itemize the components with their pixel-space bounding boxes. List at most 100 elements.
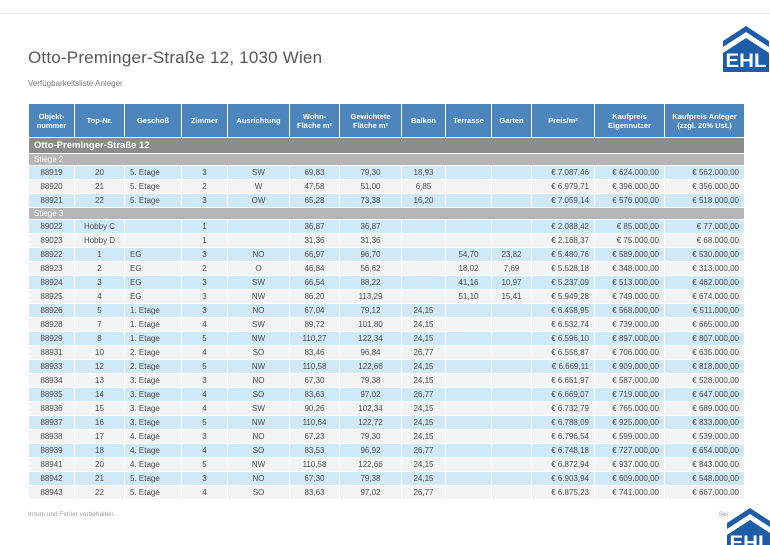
cell-kaufpreis-eigennutzer: € 937.000,00 bbox=[595, 458, 665, 472]
cell-gewichtete-flaeche: 96,70 bbox=[340, 248, 402, 262]
cell-wohnflaeche: 67,23 bbox=[290, 430, 340, 444]
cell-geschoss: 5. Etage bbox=[125, 166, 182, 180]
cell-kaufpreis-anleger: € 68.000,00 bbox=[665, 234, 745, 248]
cell-top-nr: 22 bbox=[75, 194, 125, 208]
cell-gewichtete-flaeche: 113,29 bbox=[340, 290, 402, 304]
table-row: 8892871. Etage4SW89,72101,8024,15€ 6.532… bbox=[29, 318, 745, 332]
column-header-garten: Garten bbox=[492, 104, 532, 138]
cell-ausrichtung: SW bbox=[228, 402, 290, 416]
cell-balkon bbox=[402, 220, 446, 234]
table-row: 889232EG2O46,8456,6218,027,69€ 5.528,18€… bbox=[29, 262, 745, 276]
cell-geschoss: 1. Etage bbox=[125, 332, 182, 346]
cell-kaufpreis-eigennutzer: € 909.000,00 bbox=[595, 360, 665, 374]
column-header-objektnummer: Objekt- nummer bbox=[29, 104, 75, 138]
cell-terrasse bbox=[446, 304, 492, 318]
cell-preis-m2: € 6.748,18 bbox=[532, 444, 595, 458]
cell-kaufpreis-anleger: € 77.000,00 bbox=[665, 220, 745, 234]
cell-garten bbox=[492, 234, 532, 248]
cell-objektnummer: 88920 bbox=[29, 180, 75, 194]
section-header: Stiege 2 bbox=[29, 154, 745, 166]
cell-kaufpreis-anleger: € 654.000,00 bbox=[665, 444, 745, 458]
column-header-geschoss: Geschoß bbox=[125, 104, 182, 138]
cell-zimmer: 3 bbox=[182, 194, 228, 208]
cell-kaufpreis-anleger: € 530.000,00 bbox=[665, 248, 745, 262]
cell-zimmer: 3 bbox=[182, 166, 228, 180]
table-row: 8892981. Etage5NW110,27122,3424,15€ 6.59… bbox=[29, 332, 745, 346]
cell-gewichtete-flaeche: 97,02 bbox=[340, 388, 402, 402]
cell-garten bbox=[492, 388, 532, 402]
cell-ausrichtung: NW bbox=[228, 290, 290, 304]
cell-top-nr: 15 bbox=[75, 402, 125, 416]
cell-zimmer: 3 bbox=[182, 472, 228, 486]
cell-terrasse bbox=[446, 360, 492, 374]
cell-preis-m2: € 2.168,37 bbox=[532, 234, 595, 248]
cell-geschoss: 3. Etage bbox=[125, 416, 182, 430]
cell-balkon: 16,20 bbox=[402, 194, 446, 208]
cell-gewichtete-flaeche: 51,00 bbox=[340, 180, 402, 194]
cell-ausrichtung: NW bbox=[228, 416, 290, 430]
cell-zimmer: 3 bbox=[182, 430, 228, 444]
cell-preis-m2: € 6.556,87 bbox=[532, 346, 595, 360]
cell-geschoss: 5. Etage bbox=[125, 472, 182, 486]
cell-preis-m2: € 5.480,76 bbox=[532, 248, 595, 262]
cell-geschoss: 2. Etage bbox=[125, 346, 182, 360]
cell-terrasse bbox=[446, 444, 492, 458]
cell-balkon: 24,15 bbox=[402, 402, 446, 416]
table-row: 88938174. Etage3NO67,2379,3024,15€ 6.796… bbox=[29, 430, 745, 444]
cell-kaufpreis-eigennutzer: € 727.000,00 bbox=[595, 444, 665, 458]
cell-balkon: 24,15 bbox=[402, 332, 446, 346]
cell-gewichtete-flaeche: 96,92 bbox=[340, 444, 402, 458]
cell-kaufpreis-eigennutzer: € 749.000,00 bbox=[595, 290, 665, 304]
cell-terrasse bbox=[446, 486, 492, 500]
cell-balkon: 24,15 bbox=[402, 360, 446, 374]
cell-balkon bbox=[402, 276, 446, 290]
cell-kaufpreis-eigennutzer: € 719.000,00 bbox=[595, 388, 665, 402]
cell-kaufpreis-eigennutzer: € 85.000,00 bbox=[595, 220, 665, 234]
cell-kaufpreis-eigennutzer: € 609.000,00 bbox=[595, 472, 665, 486]
cell-top-nr: 8 bbox=[75, 332, 125, 346]
cell-wohnflaeche: 66,54 bbox=[290, 276, 340, 290]
cell-preis-m2: € 6.732,79 bbox=[532, 402, 595, 416]
cell-objektnummer: 89023 bbox=[29, 234, 75, 248]
cell-kaufpreis-anleger: € 462.000,00 bbox=[665, 276, 745, 290]
cell-garten bbox=[492, 360, 532, 374]
cell-objektnummer: 88937 bbox=[29, 416, 75, 430]
cell-kaufpreis-eigennutzer: € 739.000,00 bbox=[595, 318, 665, 332]
column-header-kaufpreis-eigennutzer: Kaufpreis Eigennutzer bbox=[595, 104, 665, 138]
column-header-zimmer: Zimmer bbox=[182, 104, 228, 138]
cell-objektnummer: 88921 bbox=[29, 194, 75, 208]
cell-kaufpreis-eigennutzer: € 576.000,00 bbox=[595, 194, 665, 208]
ehl-house-icon: EHL bbox=[723, 26, 769, 72]
cell-geschoss: EG bbox=[125, 248, 182, 262]
cell-objektnummer: 88936 bbox=[29, 402, 75, 416]
cell-preis-m2: € 6.651,97 bbox=[532, 374, 595, 388]
column-header-preis-m2: Preis/m² bbox=[532, 104, 595, 138]
svg-text:EHL: EHL bbox=[726, 51, 767, 72]
cell-objektnummer: 88919 bbox=[29, 166, 75, 180]
cell-balkon: 24,15 bbox=[402, 374, 446, 388]
cell-zimmer: 3 bbox=[182, 248, 228, 262]
cell-garten bbox=[492, 472, 532, 486]
cell-zimmer: 4 bbox=[182, 402, 228, 416]
cell-objektnummer: 88943 bbox=[29, 486, 75, 500]
cell-preis-m2: € 2.088,42 bbox=[532, 220, 595, 234]
cell-kaufpreis-eigennutzer: € 589.000,00 bbox=[595, 248, 665, 262]
cell-top-nr: 5 bbox=[75, 304, 125, 318]
cell-geschoss: EG bbox=[125, 276, 182, 290]
cell-garten bbox=[492, 220, 532, 234]
cell-objektnummer: 88929 bbox=[29, 332, 75, 346]
cell-geschoss: 4. Etage bbox=[125, 444, 182, 458]
cell-top-nr: 7 bbox=[75, 318, 125, 332]
cell-kaufpreis-eigennutzer: € 765.000,00 bbox=[595, 402, 665, 416]
cell-kaufpreis-eigennutzer: € 741.000,00 bbox=[595, 486, 665, 500]
cell-top-nr: 21 bbox=[75, 472, 125, 486]
cell-wohnflaeche: 67,30 bbox=[290, 374, 340, 388]
cell-garten bbox=[492, 166, 532, 180]
cell-gewichtete-flaeche: 122,66 bbox=[340, 458, 402, 472]
cell-balkon: 6,85 bbox=[402, 180, 446, 194]
cell-garten bbox=[492, 304, 532, 318]
cell-terrasse bbox=[446, 458, 492, 472]
cell-wohnflaeche: 47,58 bbox=[290, 180, 340, 194]
cell-wohnflaeche: 83,63 bbox=[290, 388, 340, 402]
table-row: 88931102. Etage4SO83,4696,8426,77€ 6.556… bbox=[29, 346, 745, 360]
